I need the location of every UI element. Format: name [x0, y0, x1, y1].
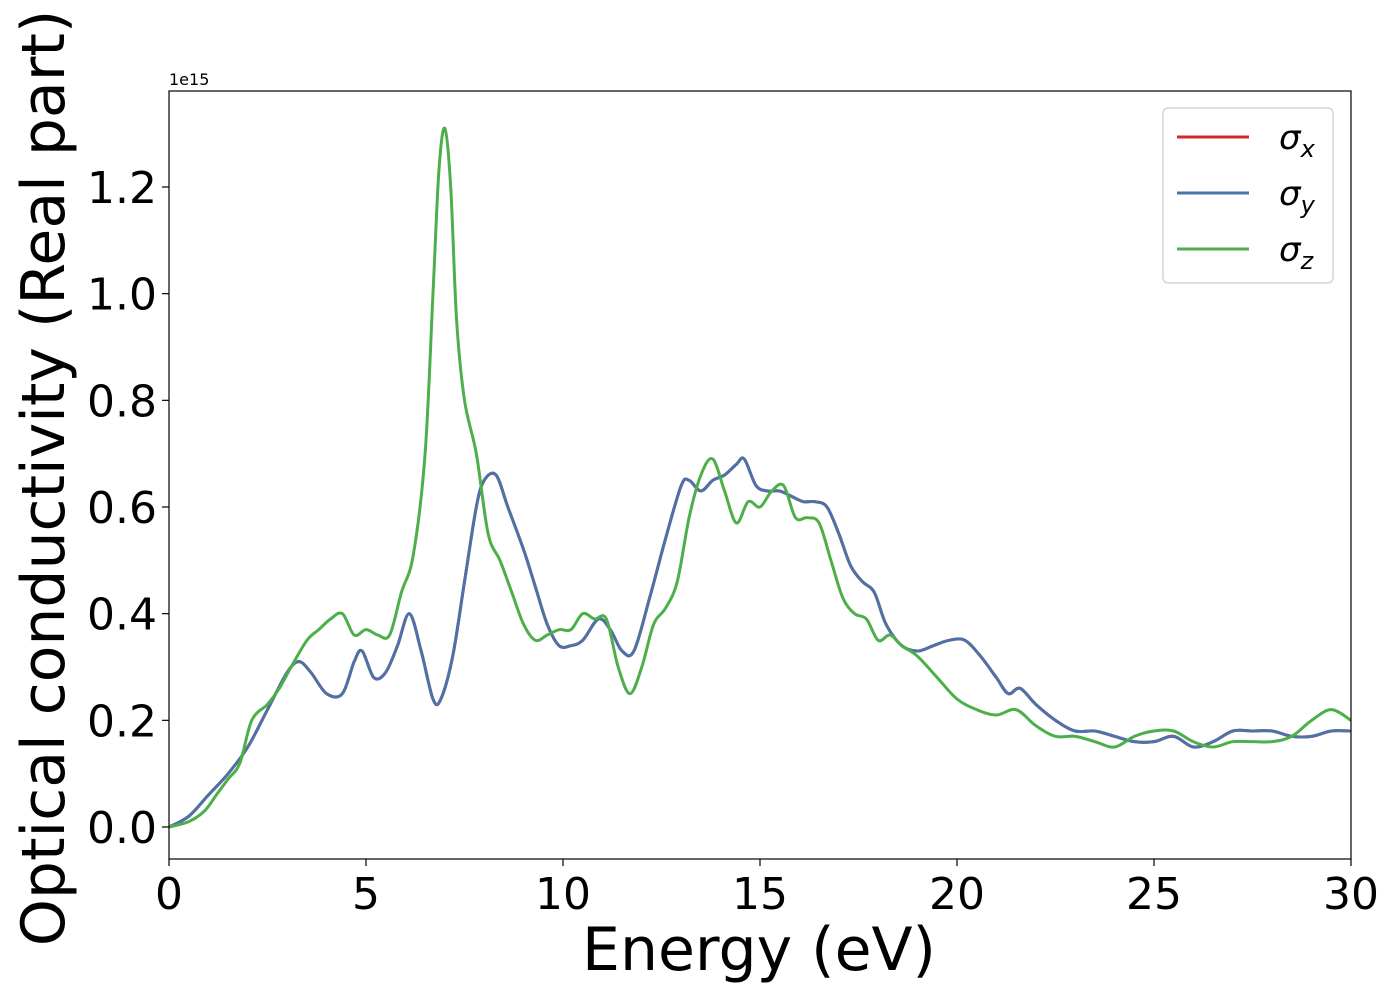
y-offset-label: 1e15	[169, 70, 209, 89]
x-tick-label: 0	[155, 869, 183, 920]
legend-subscript-y: y	[1300, 191, 1316, 219]
axis-ticks: 0 5 10 15 20 25 30 0.0 0.2 0.4 0.6 0.8 1.0 1.2	[87, 163, 1379, 920]
legend-subscript-z: z	[1300, 247, 1315, 275]
y-tick-label: 1.0	[87, 270, 157, 321]
x-tick-label: 25	[1126, 869, 1182, 920]
y-tick-label: 0.2	[87, 696, 157, 747]
x-tick-label: 15	[732, 869, 788, 920]
x-tick-label: 10	[535, 869, 591, 920]
x-tick-label: 30	[1323, 869, 1379, 920]
series-line-sigma-z	[169, 126, 1351, 829]
x-tick-label: 5	[352, 869, 380, 920]
y-tick-label: 0.6	[87, 483, 157, 534]
legend-box	[1162, 107, 1334, 284]
y-tick-label: 0.8	[87, 376, 157, 427]
y-tick-label: 0.0	[87, 803, 157, 854]
y-tick-label: 0.4	[87, 590, 157, 641]
y-tick-label: 1.2	[87, 163, 157, 214]
plot-area	[168, 90, 1352, 860]
y-axis-label: Optical conductivity (Real part)	[9, 10, 79, 947]
x-axis-label: Energy (eV)	[582, 915, 936, 985]
x-tick-label: 20	[929, 869, 985, 920]
series-line-sigma-y	[169, 456, 1351, 829]
legend-subscript-x: x	[1300, 135, 1316, 163]
